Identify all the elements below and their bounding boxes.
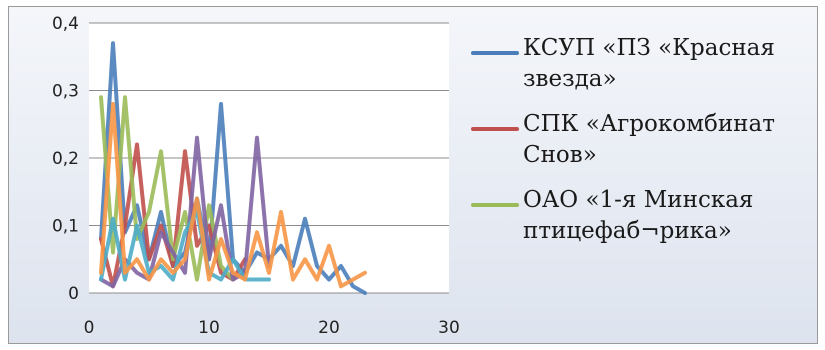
series-line-5 [99, 102, 367, 289]
legend-item-2: ОАО «1-я Минская птицефаб¬рика» [471, 185, 816, 247]
legend-item-1: СПК «Агрокомбинат Снов» [471, 109, 816, 171]
chart-frame: 0 0,1 0,2 0,3 0,4 0 10 20 30 КСУП «ПЗ «Красная … [8, 6, 818, 344]
series-line-4 [99, 210, 271, 282]
y-axis-ticks: 0 0,1 0,2 0,3 0,4 [52, 14, 79, 304]
legend: КСУП «ПЗ «Красная звезда» СПК «Агрокомби… [471, 33, 816, 261]
legend-label-2: ОАО «1-я Минская птицефаб¬рика» [523, 187, 754, 244]
y-tick-label: 0,2 [52, 149, 79, 169]
y-tick-label: 0,3 [52, 82, 79, 102]
legend-item-0: КСУП «ПЗ «Красная звезда» [471, 33, 816, 95]
series-line-1 [99, 142, 247, 289]
x-tick-label: 20 [318, 318, 340, 338]
legend-swatch-2 [471, 203, 519, 207]
x-tick-label: 10 [198, 318, 220, 338]
grid-lines [89, 22, 449, 294]
y-tick-label: 0 [68, 284, 79, 304]
x-tick-label: 0 [84, 318, 95, 338]
line-chart: 0 0,1 0,2 0,3 0,4 0 10 20 30 [52, 14, 460, 338]
legend-swatch-0 [471, 51, 519, 55]
series-line-2 [99, 95, 235, 282]
x-axis-ticks: 0 10 20 30 [84, 318, 460, 338]
y-tick-label: 0,1 [52, 217, 79, 237]
legend-label-1: СПК «Агрокомбинат Снов» [523, 111, 775, 168]
y-tick-label: 0,4 [52, 14, 79, 34]
x-tick-label: 30 [438, 318, 460, 338]
legend-label-0: КСУП «ПЗ «Красная звезда» [523, 35, 775, 92]
series-lines [99, 41, 367, 295]
legend-swatch-1 [471, 127, 519, 131]
